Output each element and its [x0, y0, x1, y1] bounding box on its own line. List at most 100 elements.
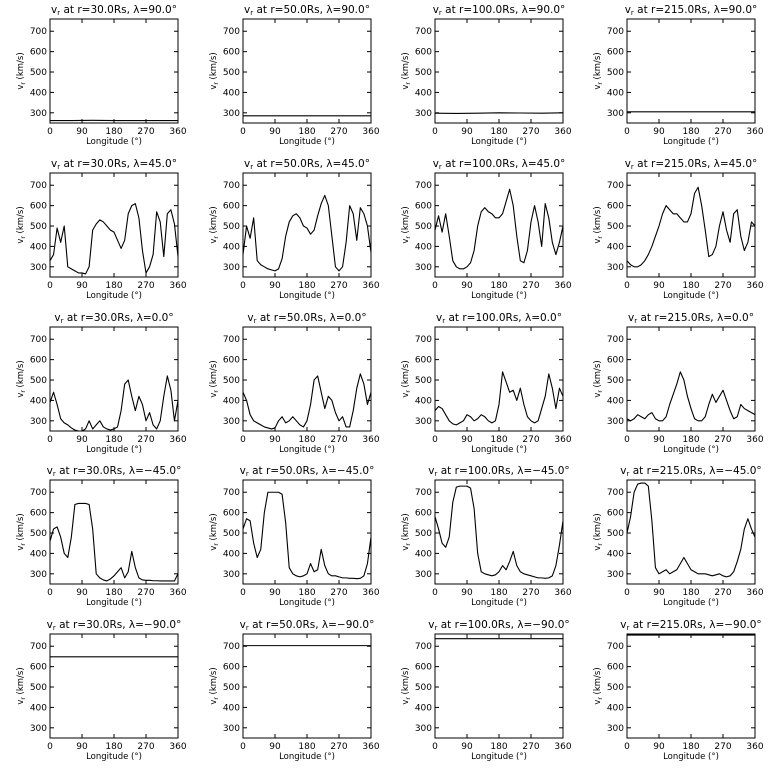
x-tick-label: 90 — [461, 281, 473, 291]
y-tick-label: 700 — [415, 335, 432, 345]
panel-title: vr at r=30.0Rs, λ=45.0° — [51, 158, 177, 171]
x-tick-label: 180 — [682, 435, 699, 445]
x-axis-label: Longitude (°) — [86, 291, 142, 301]
y-tick-label: 500 — [607, 529, 624, 539]
y-axis-label: vr (km/s) — [209, 513, 220, 550]
x-tick-label: 270 — [522, 742, 539, 752]
y-tick-label: 600 — [607, 202, 624, 212]
x-tick-label: 180 — [490, 742, 507, 752]
x-tick-label: 90 — [76, 742, 88, 752]
x-tick-label: 0 — [240, 435, 246, 445]
plot-frame — [49, 479, 179, 585]
x-tick-label: 0 — [624, 742, 630, 752]
x-tick-label: 270 — [330, 742, 347, 752]
y-tick-label: 400 — [415, 549, 432, 559]
chart-panel-14: vr at r=50.0Rs, λ=−45.0° 300 400 500 600 700 0… — [209, 465, 380, 608]
y-tick-label: 600 — [415, 48, 432, 58]
y-tick-label: 400 — [415, 396, 432, 406]
panel-title: vr at r=100.0Rs, λ=45.0° — [433, 158, 566, 171]
chart-panel-19: vr at r=100.0Rs, λ=−90.0° 300 400 500 600 700… — [401, 619, 572, 762]
series-line — [435, 485, 563, 579]
y-tick-label: 400 — [415, 242, 432, 252]
y-axis-label: vr (km/s) — [401, 360, 412, 397]
y-axis-label: vr (km/s) — [209, 206, 220, 243]
x-tick-label: 360 — [554, 127, 571, 137]
x-axis-label: Longitude (°) — [663, 598, 719, 608]
x-tick-label: 270 — [522, 435, 539, 445]
x-tick-label: 90 — [76, 588, 88, 598]
y-tick-label: 600 — [223, 202, 240, 212]
panel-title: vr at r=100.0Rs, λ=0.0° — [436, 312, 562, 325]
x-tick-label: 90 — [461, 588, 473, 598]
y-tick-label: 700 — [415, 488, 432, 498]
x-axis-label: Longitude (°) — [279, 291, 335, 301]
plot-frame — [242, 18, 372, 124]
x-axis-label: Longitude (°) — [86, 752, 142, 762]
x-tick-label: 360 — [362, 588, 379, 598]
x-tick-label: 360 — [169, 281, 186, 291]
panel-title: vr at r=215.0Rs, λ=0.0° — [628, 312, 754, 325]
series-line — [243, 491, 371, 580]
y-tick-label: 600 — [415, 509, 432, 519]
y-axis-label: vr (km/s) — [209, 52, 220, 89]
panel-title: vr at r=100.0Rs, λ=−45.0° — [428, 465, 569, 478]
y-tick-label: 400 — [223, 396, 240, 406]
y-tick-label: 700 — [607, 181, 624, 191]
series-line — [435, 188, 563, 270]
chart-panel-17: vr at r=30.0Rs, λ=−90.0° 300 400 500 600 700 0… — [16, 619, 187, 762]
y-tick-label: 400 — [30, 396, 47, 406]
x-tick-label: 270 — [714, 281, 731, 291]
plot-frame — [626, 172, 756, 278]
x-tick-label: 270 — [714, 127, 731, 137]
panel-title: vr at r=215.0Rs, λ=90.0° — [625, 4, 758, 17]
x-tick-label: 0 — [240, 281, 246, 291]
x-tick-label: 90 — [461, 435, 473, 445]
y-tick-label: 400 — [415, 88, 432, 98]
chart-panel-1: vr at r=30.0Rs, λ=90.0° 300 400 500 600 700 0 9… — [16, 4, 187, 147]
x-tick-label: 180 — [490, 127, 507, 137]
chart-panel-8: vr at r=215.0Rs, λ=45.0° 300 400 500 600 700 0… — [593, 158, 764, 301]
y-tick-label: 500 — [607, 683, 624, 693]
chart-panel-15: vr at r=100.0Rs, λ=−45.0° 300 400 500 600 700… — [401, 465, 572, 608]
x-axis-label: Longitude (°) — [471, 291, 527, 301]
plot-frame — [626, 326, 756, 432]
y-axis-label: vr (km/s) — [593, 206, 604, 243]
y-tick-label: 300 — [607, 724, 624, 734]
y-tick-label: 500 — [30, 683, 47, 693]
panel-title: vr at r=30.0Rs, λ=−90.0° — [47, 619, 182, 632]
y-tick-label: 300 — [30, 417, 47, 427]
y-tick-label: 600 — [223, 509, 240, 519]
x-tick-label: 180 — [298, 742, 315, 752]
plot-frame — [434, 633, 564, 739]
x-tick-label: 180 — [105, 435, 122, 445]
x-tick-label: 270 — [137, 435, 154, 445]
y-tick-label: 500 — [223, 68, 240, 78]
y-tick-label: 500 — [30, 68, 47, 78]
x-tick-label: 90 — [269, 281, 281, 291]
y-tick-label: 600 — [30, 202, 47, 212]
x-tick-label: 90 — [653, 588, 665, 598]
y-tick-label: 300 — [607, 109, 624, 119]
x-tick-label: 270 — [522, 127, 539, 137]
x-tick-label: 360 — [169, 435, 186, 445]
x-axis-label: Longitude (°) — [86, 137, 142, 147]
y-tick-label: 600 — [607, 48, 624, 58]
panel-title: vr at r=215.0Rs, λ=−90.0° — [620, 619, 761, 632]
y-tick-label: 400 — [30, 549, 47, 559]
x-tick-label: 90 — [461, 742, 473, 752]
x-tick-label: 180 — [105, 281, 122, 291]
series-line — [50, 203, 178, 275]
y-axis-label: vr (km/s) — [209, 360, 220, 397]
y-tick-label: 400 — [223, 703, 240, 713]
y-tick-label: 700 — [607, 488, 624, 498]
x-tick-label: 180 — [105, 588, 122, 598]
chart-panel-12: vr at r=215.0Rs, λ=0.0° 300 400 500 600 700 0 9… — [593, 312, 764, 455]
y-axis-label: vr (km/s) — [209, 667, 220, 704]
x-tick-label: 0 — [47, 435, 53, 445]
x-tick-label: 360 — [554, 435, 571, 445]
chart-panel-20: vr at r=215.0Rs, λ=−90.0° 300 400 500 600 700… — [593, 619, 764, 762]
y-tick-label: 300 — [30, 263, 47, 273]
x-tick-label: 360 — [746, 127, 763, 137]
x-axis-label: Longitude (°) — [86, 445, 142, 455]
y-tick-label: 700 — [223, 642, 240, 652]
